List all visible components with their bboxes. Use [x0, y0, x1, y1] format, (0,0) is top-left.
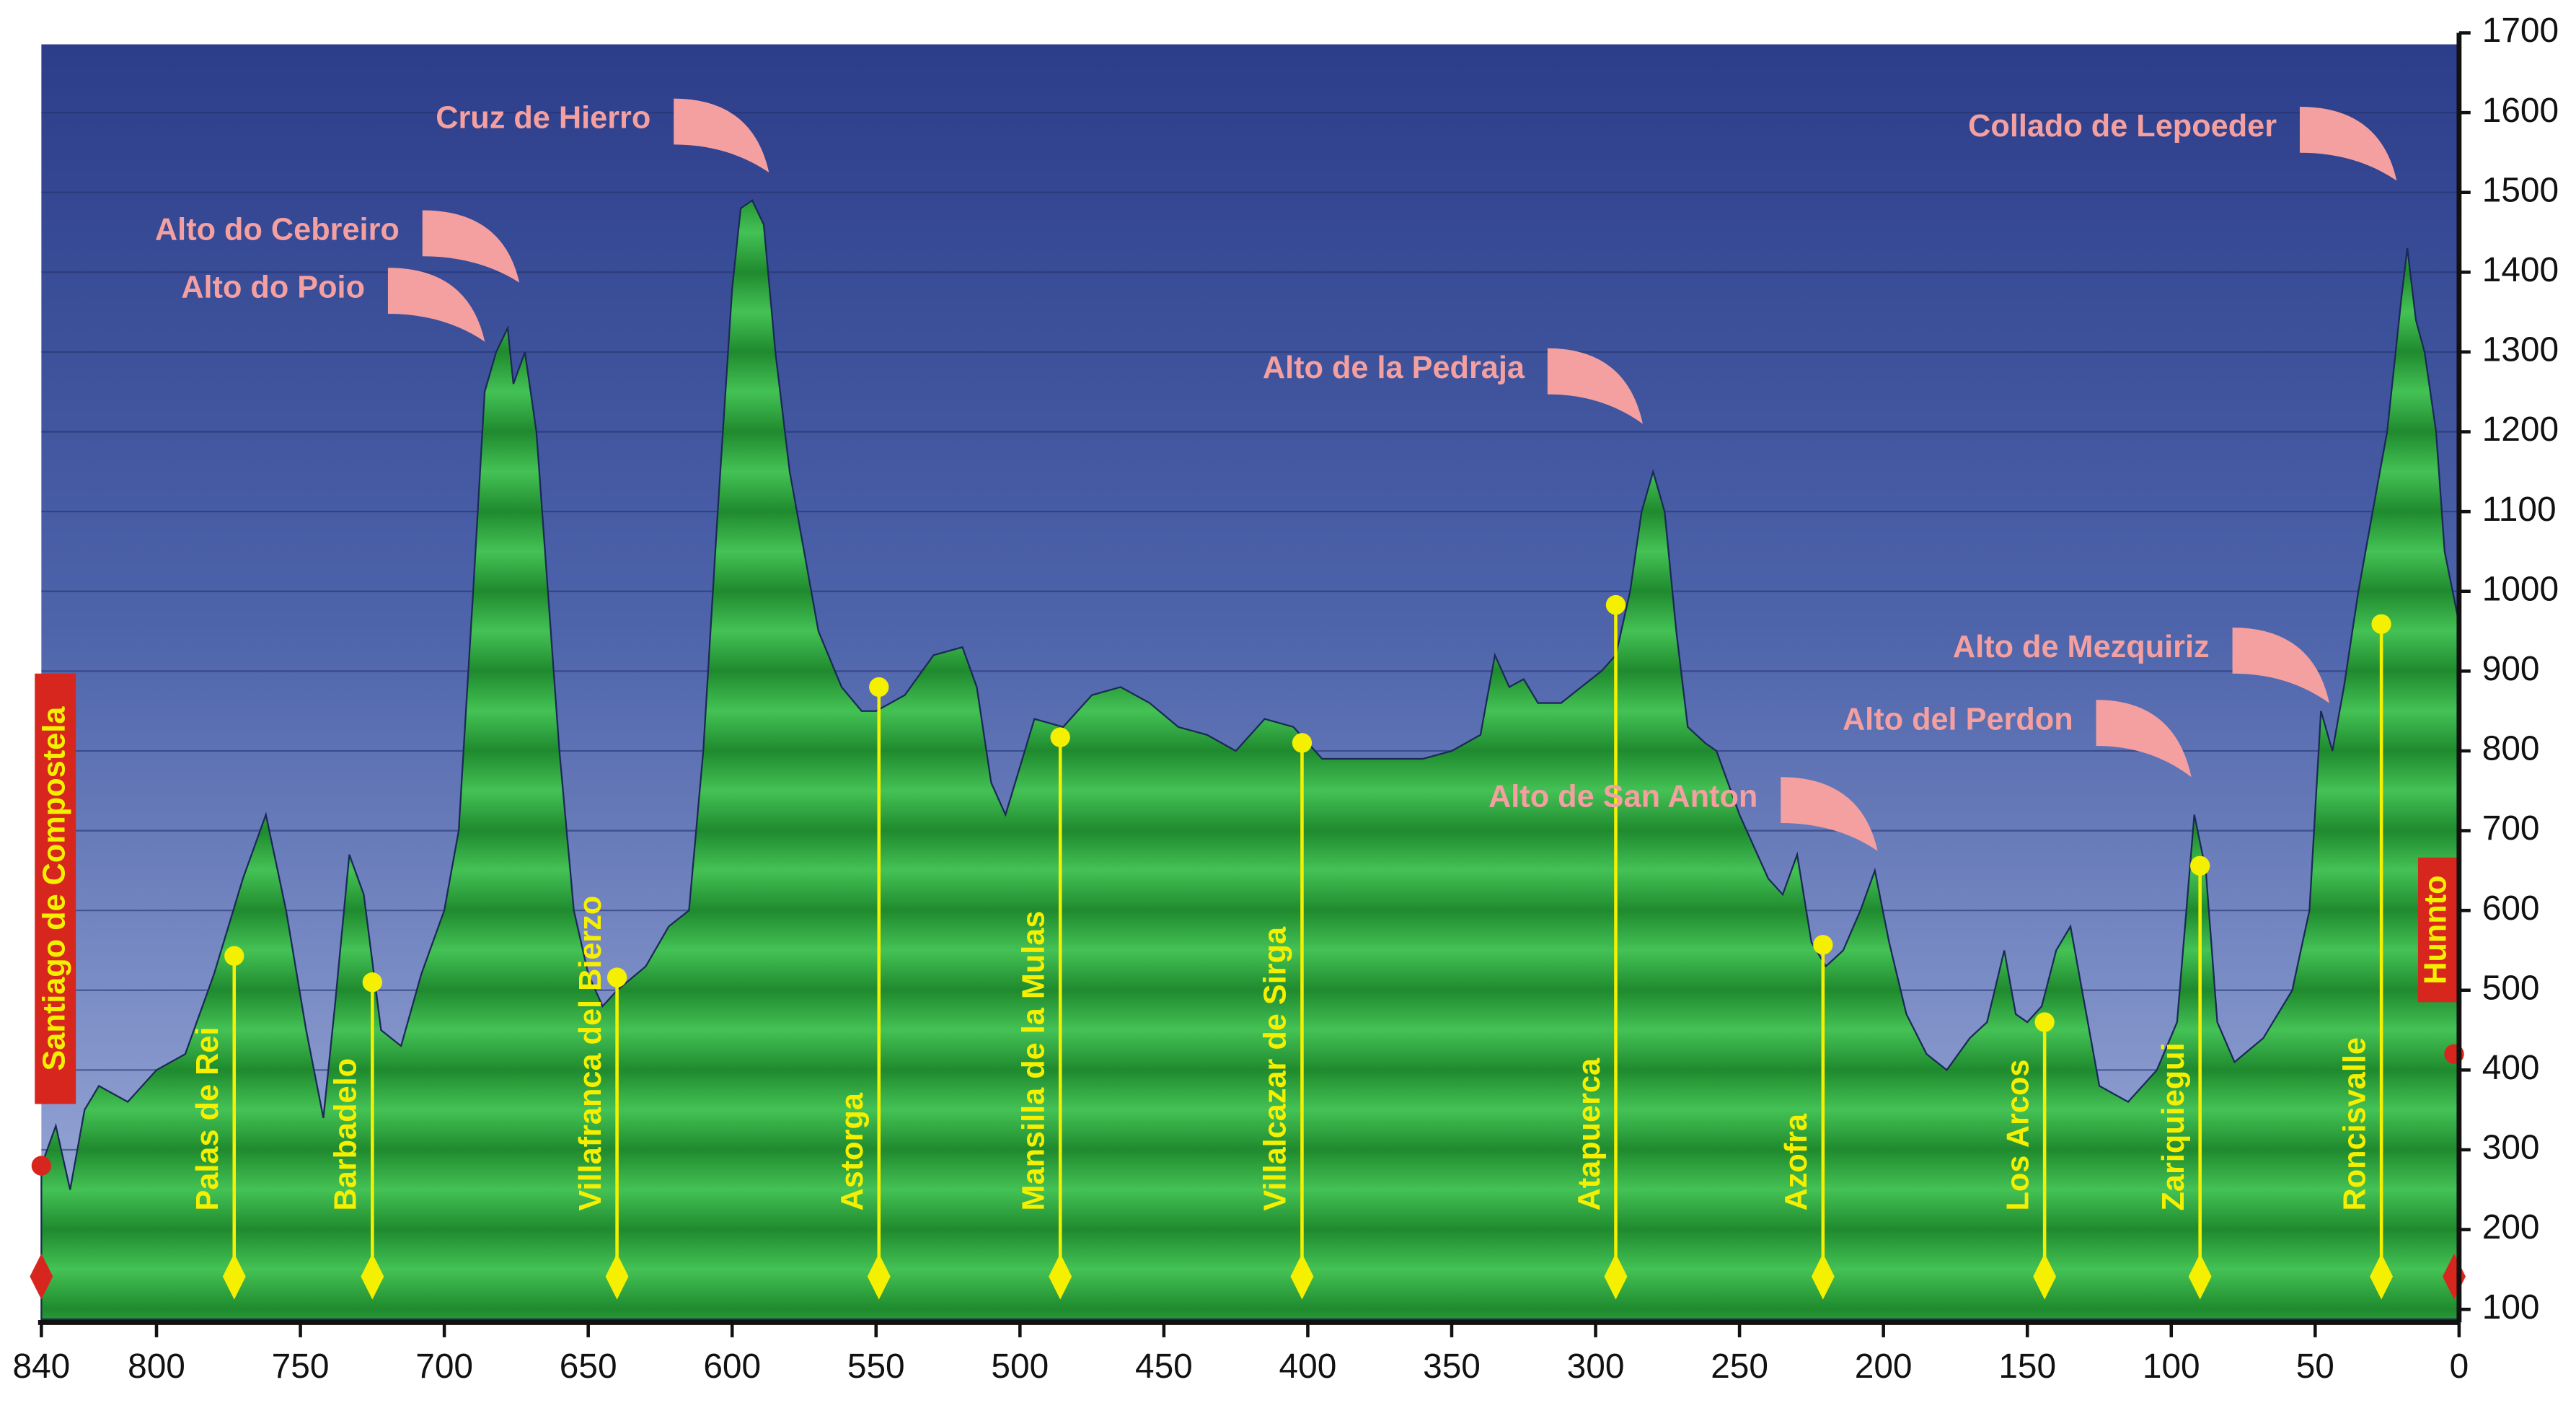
town-label: Zariquiegui	[2156, 1042, 2191, 1210]
x-tick-label: 450	[1135, 1347, 1193, 1386]
pass-label: Alto de la Pedraja	[1263, 351, 1525, 385]
y-tick-label: 1100	[2482, 491, 2557, 529]
town-label: Mansilla de la Mulas	[1016, 911, 1051, 1211]
x-tick-label: 0	[2450, 1347, 2469, 1386]
y-tick-label: 500	[2482, 969, 2540, 1007]
town-diamond	[2188, 1253, 2212, 1300]
pass-arrow	[674, 98, 769, 173]
pass-arrow	[2299, 107, 2397, 181]
town-dot	[362, 972, 383, 993]
pass-arrow	[1547, 348, 1643, 424]
town-diamond	[2370, 1253, 2394, 1300]
town-label: Los Arcos	[2001, 1060, 2035, 1211]
y-tick-label: 900	[2482, 650, 2540, 688]
x-tick-label: 700	[415, 1347, 473, 1386]
x-tick-label: 300	[1567, 1347, 1625, 1386]
town-dot	[1605, 594, 1626, 615]
pass-label: Collado de Lepoeder	[1968, 109, 2277, 144]
y-tick-label: 100	[2482, 1288, 2540, 1327]
town-diamond	[1290, 1253, 1314, 1300]
pass-label: Cruz de Hierro	[436, 101, 650, 136]
y-tick-label: 700	[2482, 809, 2540, 848]
start-dot	[31, 1156, 52, 1176]
y-tick-label: 1400	[2482, 251, 2559, 289]
town-dot	[869, 677, 889, 698]
town-dot	[2371, 614, 2391, 634]
town-dot	[606, 967, 627, 988]
x-tick-label: 350	[1423, 1347, 1481, 1386]
x-tick-label: 500	[991, 1347, 1049, 1386]
town-dot	[2034, 1012, 2055, 1032]
y-tick-label: 1000	[2482, 570, 2559, 608]
town-dot	[1050, 727, 1070, 747]
pass-label: Alto do Poio	[181, 270, 365, 304]
pass-label: Alto de San Anton	[1488, 779, 1757, 814]
x-tick-label: 100	[2143, 1347, 2200, 1386]
end-label: Hunnto	[2419, 875, 2453, 984]
town-label: Barbadelo	[329, 1058, 363, 1211]
end-box	[2417, 857, 2458, 1003]
x-tick-label: 200	[1855, 1347, 1913, 1386]
x-tick-label: 250	[1711, 1347, 1768, 1386]
pass-arrow	[1781, 777, 1878, 851]
elevation-area	[40, 199, 2461, 1320]
town-diamond	[867, 1253, 891, 1300]
town-dot	[1813, 935, 1833, 955]
x-tick-label: 400	[1279, 1347, 1337, 1386]
town-diamond	[361, 1253, 384, 1300]
town-dot	[2190, 856, 2210, 876]
y-tick-label: 600	[2482, 889, 2540, 928]
y-tick-label: 400	[2482, 1049, 2540, 1087]
town-label: Villalcazar de Sirga	[1258, 926, 1293, 1211]
town-label: Palas de Rei	[190, 1027, 225, 1211]
y-tick-label: 1600	[2482, 92, 2559, 130]
pass-arrow	[387, 268, 485, 342]
y-tick-label: 200	[2482, 1208, 2540, 1246]
town-label: Roncisvalle	[2337, 1037, 2372, 1210]
pass-label: Alto de Mezquiriz	[1953, 630, 2210, 664]
town-diamond	[605, 1253, 629, 1300]
town-dot	[224, 946, 244, 966]
town-diamond	[222, 1253, 246, 1300]
y-tick-label: 800	[2482, 730, 2540, 768]
town-diamond	[1049, 1253, 1072, 1300]
pass-arrow	[2232, 628, 2329, 703]
x-tick-label: 150	[1998, 1347, 2056, 1386]
y-tick-label: 1500	[2482, 171, 2559, 209]
start-label: Santiago de Compostela	[37, 706, 71, 1071]
x-tick-label: 650	[560, 1347, 617, 1386]
pass-arrow	[422, 210, 520, 283]
x-tick-label: 840	[12, 1347, 70, 1386]
town-label: Atapuerca	[1572, 1057, 1607, 1211]
town-label: Astorga	[835, 1092, 870, 1210]
y-tick-label: 1700	[2482, 12, 2559, 50]
town-dot	[1292, 733, 1313, 753]
pass-label: Alto do Cebreiro	[155, 213, 400, 247]
x-tick-label: 600	[703, 1347, 761, 1386]
pass-label: Alto del Perdon	[1843, 702, 2073, 736]
x-tick-label: 750	[272, 1347, 330, 1386]
x-tick-label: 50	[2296, 1347, 2334, 1386]
y-tick-label: 300	[2482, 1129, 2540, 1167]
start-box	[35, 673, 76, 1104]
pass-arrow	[2096, 700, 2192, 778]
town-label: Villafranca del Bierzo	[573, 896, 608, 1211]
start-diamond	[30, 1253, 53, 1300]
y-tick-label: 1200	[2482, 410, 2559, 449]
y-tick-label: 1300	[2482, 331, 2559, 369]
town-diamond	[1604, 1253, 1628, 1300]
x-tick-label: 550	[847, 1347, 905, 1386]
x-tick-label: 800	[128, 1347, 185, 1386]
town-label: Azofra	[1779, 1113, 1814, 1211]
